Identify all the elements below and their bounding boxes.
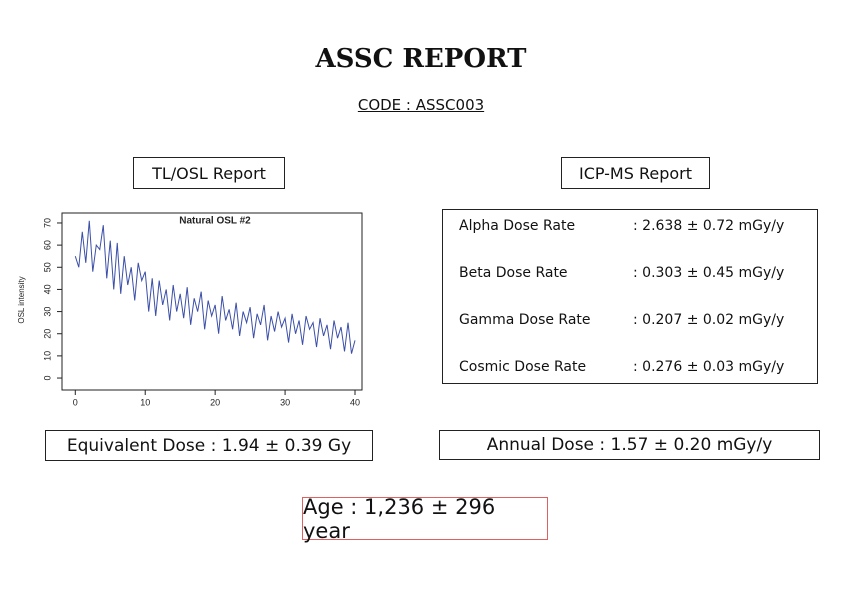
code-text: CODE : ASSC003 bbox=[357, 96, 485, 114]
tl-osl-heading: TL/OSL Report bbox=[133, 157, 285, 189]
chart-title: Natural OSL #2 bbox=[179, 216, 251, 227]
x-tick-label: 20 bbox=[210, 397, 220, 407]
dose-value: : 0.303 ± 0.45 mGy/y bbox=[633, 265, 785, 281]
dose-value: : 0.207 ± 0.02 mGy/y bbox=[633, 312, 785, 328]
y-tick-label: 40 bbox=[42, 284, 52, 294]
y-tick-label: 10 bbox=[42, 351, 52, 361]
dose-label: Gamma Dose Rate bbox=[459, 312, 591, 328]
y-tick-label: 70 bbox=[42, 218, 52, 228]
annual-dose: Annual Dose : 1.57 ± 0.20 mGy/y bbox=[439, 430, 820, 460]
y-tick-label: 50 bbox=[42, 262, 52, 272]
plot-frame bbox=[61, 212, 363, 391]
dose-value: : 0.276 ± 0.03 mGy/y bbox=[633, 359, 785, 375]
osl-curve bbox=[74, 220, 356, 354]
report-title: ASSC REPORT bbox=[315, 44, 527, 74]
x-tick-label: 40 bbox=[350, 397, 360, 407]
y-tick-label: 0 bbox=[42, 376, 52, 381]
equivalent-dose: Equivalent Dose : 1.94 ± 0.39 Gy bbox=[45, 430, 373, 461]
x-tick-label: 30 bbox=[280, 397, 290, 407]
x-tick-label: 10 bbox=[140, 397, 150, 407]
icp-ms-table: Alpha Dose Rate : 2.638 ± 0.72 mGy/y Beta … bbox=[442, 209, 818, 384]
report-code: CODE : ASSC003 bbox=[0, 96, 842, 114]
x-tick-label: 0 bbox=[73, 397, 78, 407]
age-result: Age : 1,236 ± 296 year bbox=[302, 495, 548, 543]
y-axis-label: OSL intensity bbox=[17, 276, 26, 323]
dose-label: Cosmic Dose Rate bbox=[459, 359, 587, 375]
dose-label: Beta Dose Rate bbox=[459, 265, 568, 281]
y-tick-label: 30 bbox=[42, 307, 52, 317]
dose-label: Alpha Dose Rate bbox=[459, 218, 576, 234]
dose-value: : 2.638 ± 0.72 mGy/y bbox=[633, 218, 785, 234]
y-tick-label: 20 bbox=[42, 329, 52, 339]
y-tick-label: 60 bbox=[42, 240, 52, 250]
icp-ms-heading: ICP-MS Report bbox=[561, 157, 710, 189]
